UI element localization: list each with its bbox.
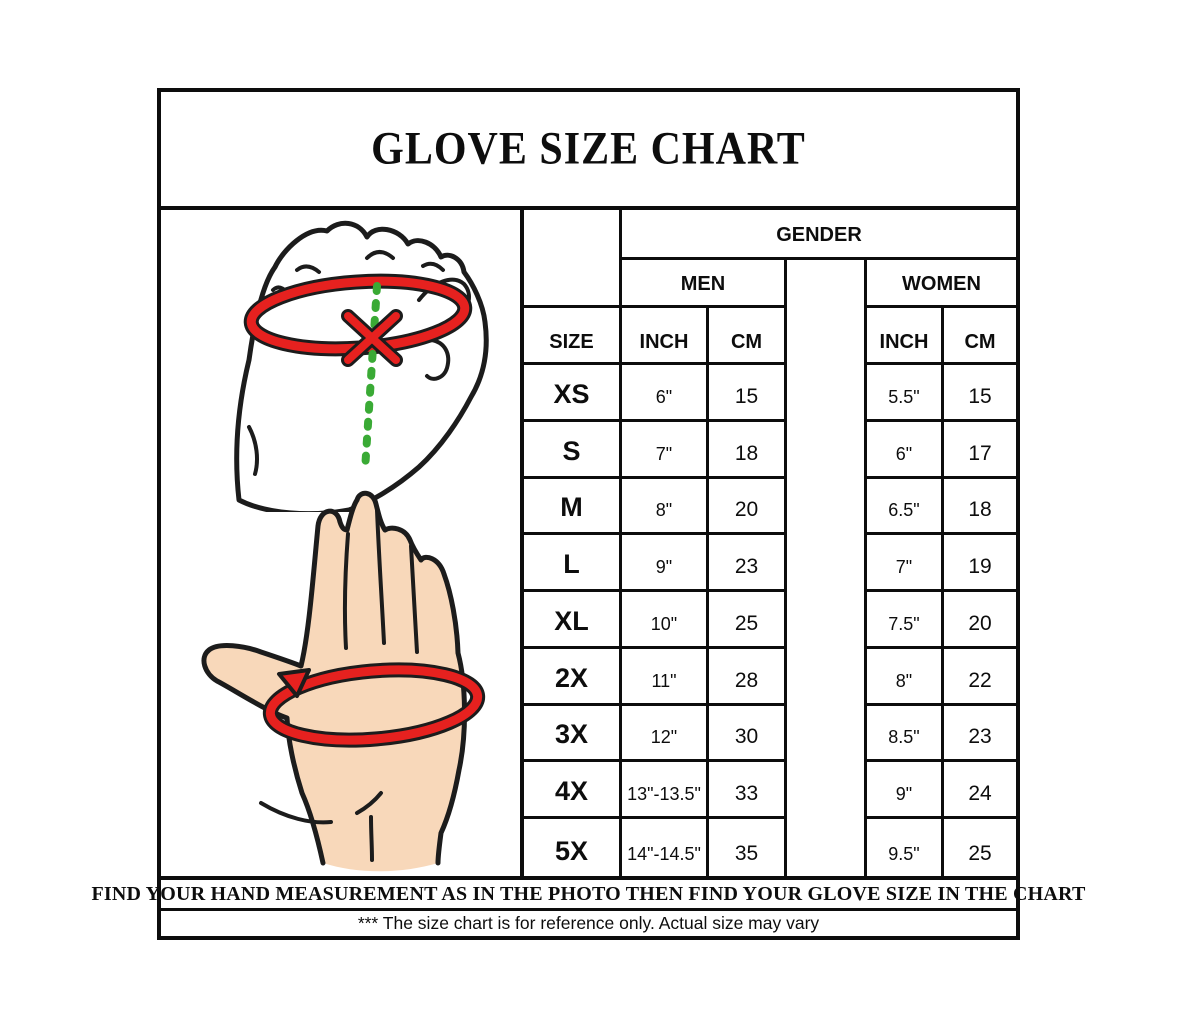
women-inch-cell: 9" bbox=[867, 762, 944, 820]
men-inch-column-header: INCH bbox=[622, 308, 709, 365]
size-cell: XS bbox=[524, 365, 622, 422]
men-inch-cell: 14"-14.5" bbox=[622, 819, 709, 876]
men-header: MEN bbox=[622, 260, 787, 308]
women-cm-cell: 25 bbox=[968, 842, 992, 865]
size-cell: M bbox=[524, 478, 622, 536]
men-cm-column-header: CM bbox=[709, 308, 787, 365]
measure-line bbox=[361, 282, 381, 474]
women-cm-cell: 17 bbox=[944, 422, 1016, 479]
measuring-band bbox=[262, 662, 486, 748]
instruction-text: FIND YOUR HAND MEASUREMENT AS IN THE PHO… bbox=[91, 882, 1086, 905]
size-cell: XL bbox=[524, 592, 622, 649]
size-cell: S bbox=[524, 421, 622, 479]
page-title: GLOVE SIZE CHART bbox=[371, 123, 806, 175]
open-hand-measure-illustration bbox=[201, 490, 486, 872]
women-header: WOMEN bbox=[867, 260, 1016, 308]
women-inch-cell: 9.5" bbox=[867, 819, 944, 876]
men-inch-cell: 11" bbox=[622, 648, 709, 706]
size-cell: 3X bbox=[524, 705, 622, 763]
men-inch-cell: 9" bbox=[622, 535, 709, 593]
men-cm-cell: 23 bbox=[709, 535, 787, 593]
men-inch-cell: 10" bbox=[622, 592, 709, 649]
hand-outline bbox=[201, 490, 468, 866]
men-inch-cell: 12" bbox=[622, 705, 709, 763]
men-inch-cell: 13"-13.5" bbox=[622, 762, 709, 820]
men-cm-cell: 28 bbox=[709, 648, 787, 706]
main-row: GENDER MEN WOMEN SIZE INCH CM INCH CM XS… bbox=[161, 210, 1016, 880]
band-cross-arrows bbox=[341, 309, 403, 367]
hand-measurement-illustrations bbox=[161, 210, 524, 876]
size-cell: 4X bbox=[524, 762, 622, 820]
men-cm-cell: 15 bbox=[709, 365, 787, 422]
palm-creases bbox=[259, 791, 383, 862]
women-inch-cell: 7" bbox=[867, 535, 944, 593]
women-cm-cell: 18 bbox=[944, 479, 1016, 536]
size-cell: L bbox=[524, 535, 622, 593]
instruction-row: FIND YOUR HAND MEASUREMENT AS IN THE PHO… bbox=[92, 880, 1085, 911]
size-column-header: SIZE bbox=[524, 308, 622, 365]
women-inch-cell: 7.5" bbox=[867, 592, 944, 649]
women-inch-cell: 8" bbox=[867, 648, 944, 706]
men-cm-cell: 18 bbox=[709, 421, 787, 479]
disclaimer-text: *** The size chart is for reference only… bbox=[357, 913, 820, 933]
disclaimer-row: *** The size chart is for reference only… bbox=[161, 911, 1016, 936]
men-cm-cell: 33 bbox=[709, 762, 787, 820]
men-cm-cell: 30 bbox=[709, 705, 787, 763]
size-cell: 2X bbox=[524, 648, 622, 706]
women-inch-cell: 5.5" bbox=[867, 365, 944, 422]
title-row: GLOVE SIZE CHART bbox=[161, 92, 1016, 210]
women-cm-cell: 19 bbox=[944, 535, 1016, 593]
women-inch-cell: 6.5" bbox=[867, 478, 944, 536]
women-cm-cell: 22 bbox=[944, 649, 1016, 706]
women-inch-column-header: INCH bbox=[867, 308, 944, 365]
women-cm-column-header: CM bbox=[944, 308, 1016, 365]
fist-shape bbox=[234, 220, 489, 512]
men-cm-cell: 35 bbox=[709, 819, 787, 876]
fist-measure-illustration bbox=[234, 220, 489, 512]
men-inch-cell: 7" bbox=[622, 421, 709, 479]
gender-header: GENDER bbox=[622, 210, 1016, 260]
table-corner-cell bbox=[524, 210, 622, 308]
women-cm-cell: 15 bbox=[944, 365, 1016, 422]
chart-frame: GLOVE SIZE CHART bbox=[92, 88, 1085, 940]
women-cm-cell: 23 bbox=[944, 706, 1016, 763]
women-cm-cell: 20 bbox=[944, 592, 1016, 649]
women-cm-cell: 24 bbox=[944, 762, 1016, 820]
women-inch-cell: 6" bbox=[867, 421, 944, 479]
women-inch-cell: 8.5" bbox=[867, 705, 944, 763]
men-cm-cell: 25 bbox=[709, 592, 787, 649]
men-inch-cell: 8" bbox=[622, 478, 709, 536]
men-cm-cell: 20 bbox=[709, 478, 787, 536]
band-arrowhead bbox=[277, 668, 311, 698]
men-inch-cell: 6" bbox=[622, 365, 709, 422]
size-cell: 5X bbox=[524, 819, 622, 876]
finger-separation-lines bbox=[342, 508, 419, 654]
size-table: GENDER MEN WOMEN SIZE INCH CM INCH CM XS… bbox=[524, 210, 1016, 876]
spacer-column bbox=[787, 260, 867, 876]
